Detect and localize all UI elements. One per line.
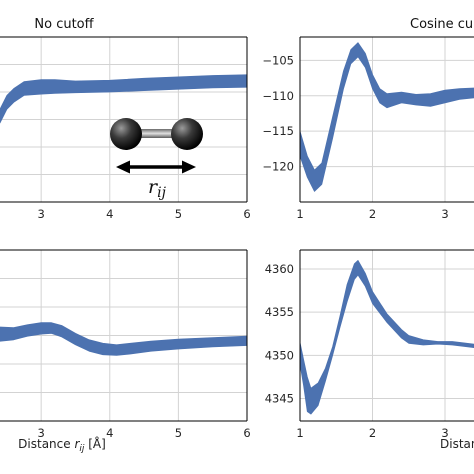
panel-title-top-right: Cosine cu [410,17,473,32]
distance-label: rij [148,176,167,201]
arrowhead-left-icon [116,160,130,174]
y-tick-label: 4360 [265,262,294,276]
y-tick-label: −105 [262,53,294,67]
x-tick-label: 2 [369,426,376,440]
x-tick-label: 3 [441,426,448,440]
x-axis-label-part: [Å] [84,436,105,451]
atom-right-icon [171,118,203,150]
x-tick-label: 4 [106,207,113,221]
x-tick-label: 2 [369,207,376,221]
data-band [299,42,474,192]
distance-label-sub: ij [157,185,166,201]
x-axis-label-bottom-right: Distan [440,437,474,451]
panel-top-right: Cosine cu 1 2 3 −105 −110 −115 −120 [262,17,474,221]
x-axis-label-part: ij [79,444,85,454]
x-tick-label: 4 [106,426,113,440]
x-tick-label: 1 [296,426,303,440]
panel-title-top-left: No cutoff [34,17,94,32]
y-tick-label: −120 [262,160,294,174]
x-tick-label: 3 [38,426,45,440]
distance-label-r: r [148,176,159,198]
x-axis-label-part: r [74,437,80,451]
y-tick-label: 4345 [265,392,294,406]
molecule-bond [126,129,186,138]
x-tick-label: 6 [243,207,250,221]
data-band [299,259,474,415]
atom-left-icon [110,118,142,150]
y-tick-label: −110 [262,89,294,103]
x-tick-label: 1 [296,207,303,221]
panel-bottom-left: Distance rij [Å] 3 4 5 6 [0,249,251,454]
y-tick-label: −115 [262,124,294,138]
molecule-inset: rij [110,118,203,201]
x-axis-label-part: Distance [18,437,74,451]
panel-bottom-right: Distan 1 2 3 4345 4350 4355 4360 [265,249,474,451]
x-tick-label: 3 [38,207,45,221]
arrowhead-right-icon [182,160,196,174]
y-tick-label: 4355 [265,305,294,319]
x-axis-label-bottom-left: Distance rij [Å] [18,436,106,454]
x-tick-label: 6 [243,426,250,440]
x-tick-label: 5 [175,207,182,221]
panel-top-left: No cutoff 3 4 5 6 [0,17,251,221]
y-tick-label: 4350 [265,348,294,362]
x-tick-label: 3 [441,207,448,221]
x-tick-label: 5 [175,426,182,440]
